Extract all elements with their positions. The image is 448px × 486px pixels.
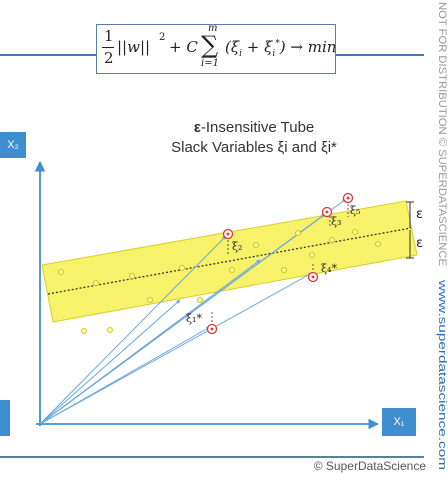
x-axis-label: X₁ (393, 416, 405, 428)
data-point (253, 242, 259, 248)
vector-line (39, 299, 181, 425)
vector-line (39, 259, 261, 425)
label-xi2: ξ₂ (232, 240, 242, 253)
formula-norm-square: 2 (159, 32, 166, 43)
formula-sum-bottom: i=1 (201, 58, 219, 69)
epsilon-brackets (406, 201, 414, 259)
vector-line (39, 235, 227, 425)
label-xi1star: ξ₁* (186, 312, 202, 325)
formula-norm: ||w|| (117, 38, 151, 56)
outlier-center (311, 275, 315, 279)
objective-formula: 1 2 ||w|| 2 + C m ∑ i=1 (ξi + ξi*) → min (96, 23, 336, 74)
data-point (229, 267, 235, 273)
watermark-blue-text: www.superdatascience.com (436, 279, 448, 470)
outlier-centers (210, 196, 350, 331)
formula-term-sub2: i (272, 49, 276, 59)
caption-title: -Insensitive Tube (200, 119, 315, 136)
label-xi3: ξ₃ (331, 215, 341, 228)
label-eps-top: ε (416, 207, 423, 222)
data-point (107, 327, 113, 333)
svr-diagram: ξ₂ ξ₃ ξ₅ ξ₁* ξ₄* ε ε (34, 160, 423, 430)
x-axis-label-box: X₁ (382, 408, 416, 436)
copyright: © SuperDataScience (313, 459, 426, 473)
bottom-left-box (0, 400, 10, 436)
formula-term: (ξi + ξi*) → min (225, 38, 336, 59)
bottom-rule (0, 456, 424, 458)
data-point (58, 269, 64, 275)
top-rule-right (336, 54, 424, 56)
vector-line (39, 272, 313, 425)
data-point (309, 252, 315, 258)
formula-sum-symbol: ∑ (201, 31, 219, 59)
formula-term-sub1: i (239, 49, 243, 59)
epsilon-symbol: ε (193, 119, 201, 136)
formula-fraction-bar (102, 47, 114, 48)
label-xi4star: ξ₄* (321, 262, 337, 275)
formula-plus-c: + C (169, 38, 198, 56)
data-point (295, 230, 301, 236)
data-point (329, 237, 335, 243)
formula-sum-top: m (208, 23, 218, 34)
formula-term-star: * (275, 39, 280, 49)
caption-line-1: ε-Insensitive Tube (122, 118, 386, 138)
watermark-gray-text: NOT FOR DISTRIBUTION © SUPERDATASCIENCE (436, 2, 448, 266)
data-point (179, 265, 185, 271)
formula-half-denominator: 2 (104, 49, 114, 67)
formula-term-plus: + ξ (242, 38, 273, 56)
formula-half-numerator: 1 (104, 27, 114, 45)
data-point (93, 280, 99, 286)
outlier-center (346, 196, 350, 200)
data-point (81, 328, 87, 334)
regression-line (47, 227, 412, 295)
watermark: NOT FOR DISTRIBUTION © SUPERDATASCIENCE … (436, 2, 448, 470)
y-axis-label: X₂ (7, 139, 19, 151)
data-point (375, 241, 381, 247)
top-rule-left (0, 54, 96, 56)
label-xi5: ξ₅ (350, 204, 360, 217)
caption-line-2: Slack Variables ξi and ξi* (171, 139, 337, 156)
data-point (281, 267, 287, 273)
data-point (129, 273, 135, 279)
outlier-center (210, 327, 214, 331)
vectors (39, 198, 347, 425)
outlier-center (226, 232, 230, 236)
outlier-center (325, 210, 329, 214)
data-point (197, 297, 203, 303)
formula-term-open: (ξ (225, 38, 240, 56)
inside-points (58, 229, 381, 334)
label-eps-bottom: ε (416, 236, 423, 251)
formula-term-end: ) → min (279, 38, 337, 56)
y-axis-label-box: X₂ (0, 132, 26, 158)
data-point (147, 297, 153, 303)
data-point (352, 229, 358, 235)
